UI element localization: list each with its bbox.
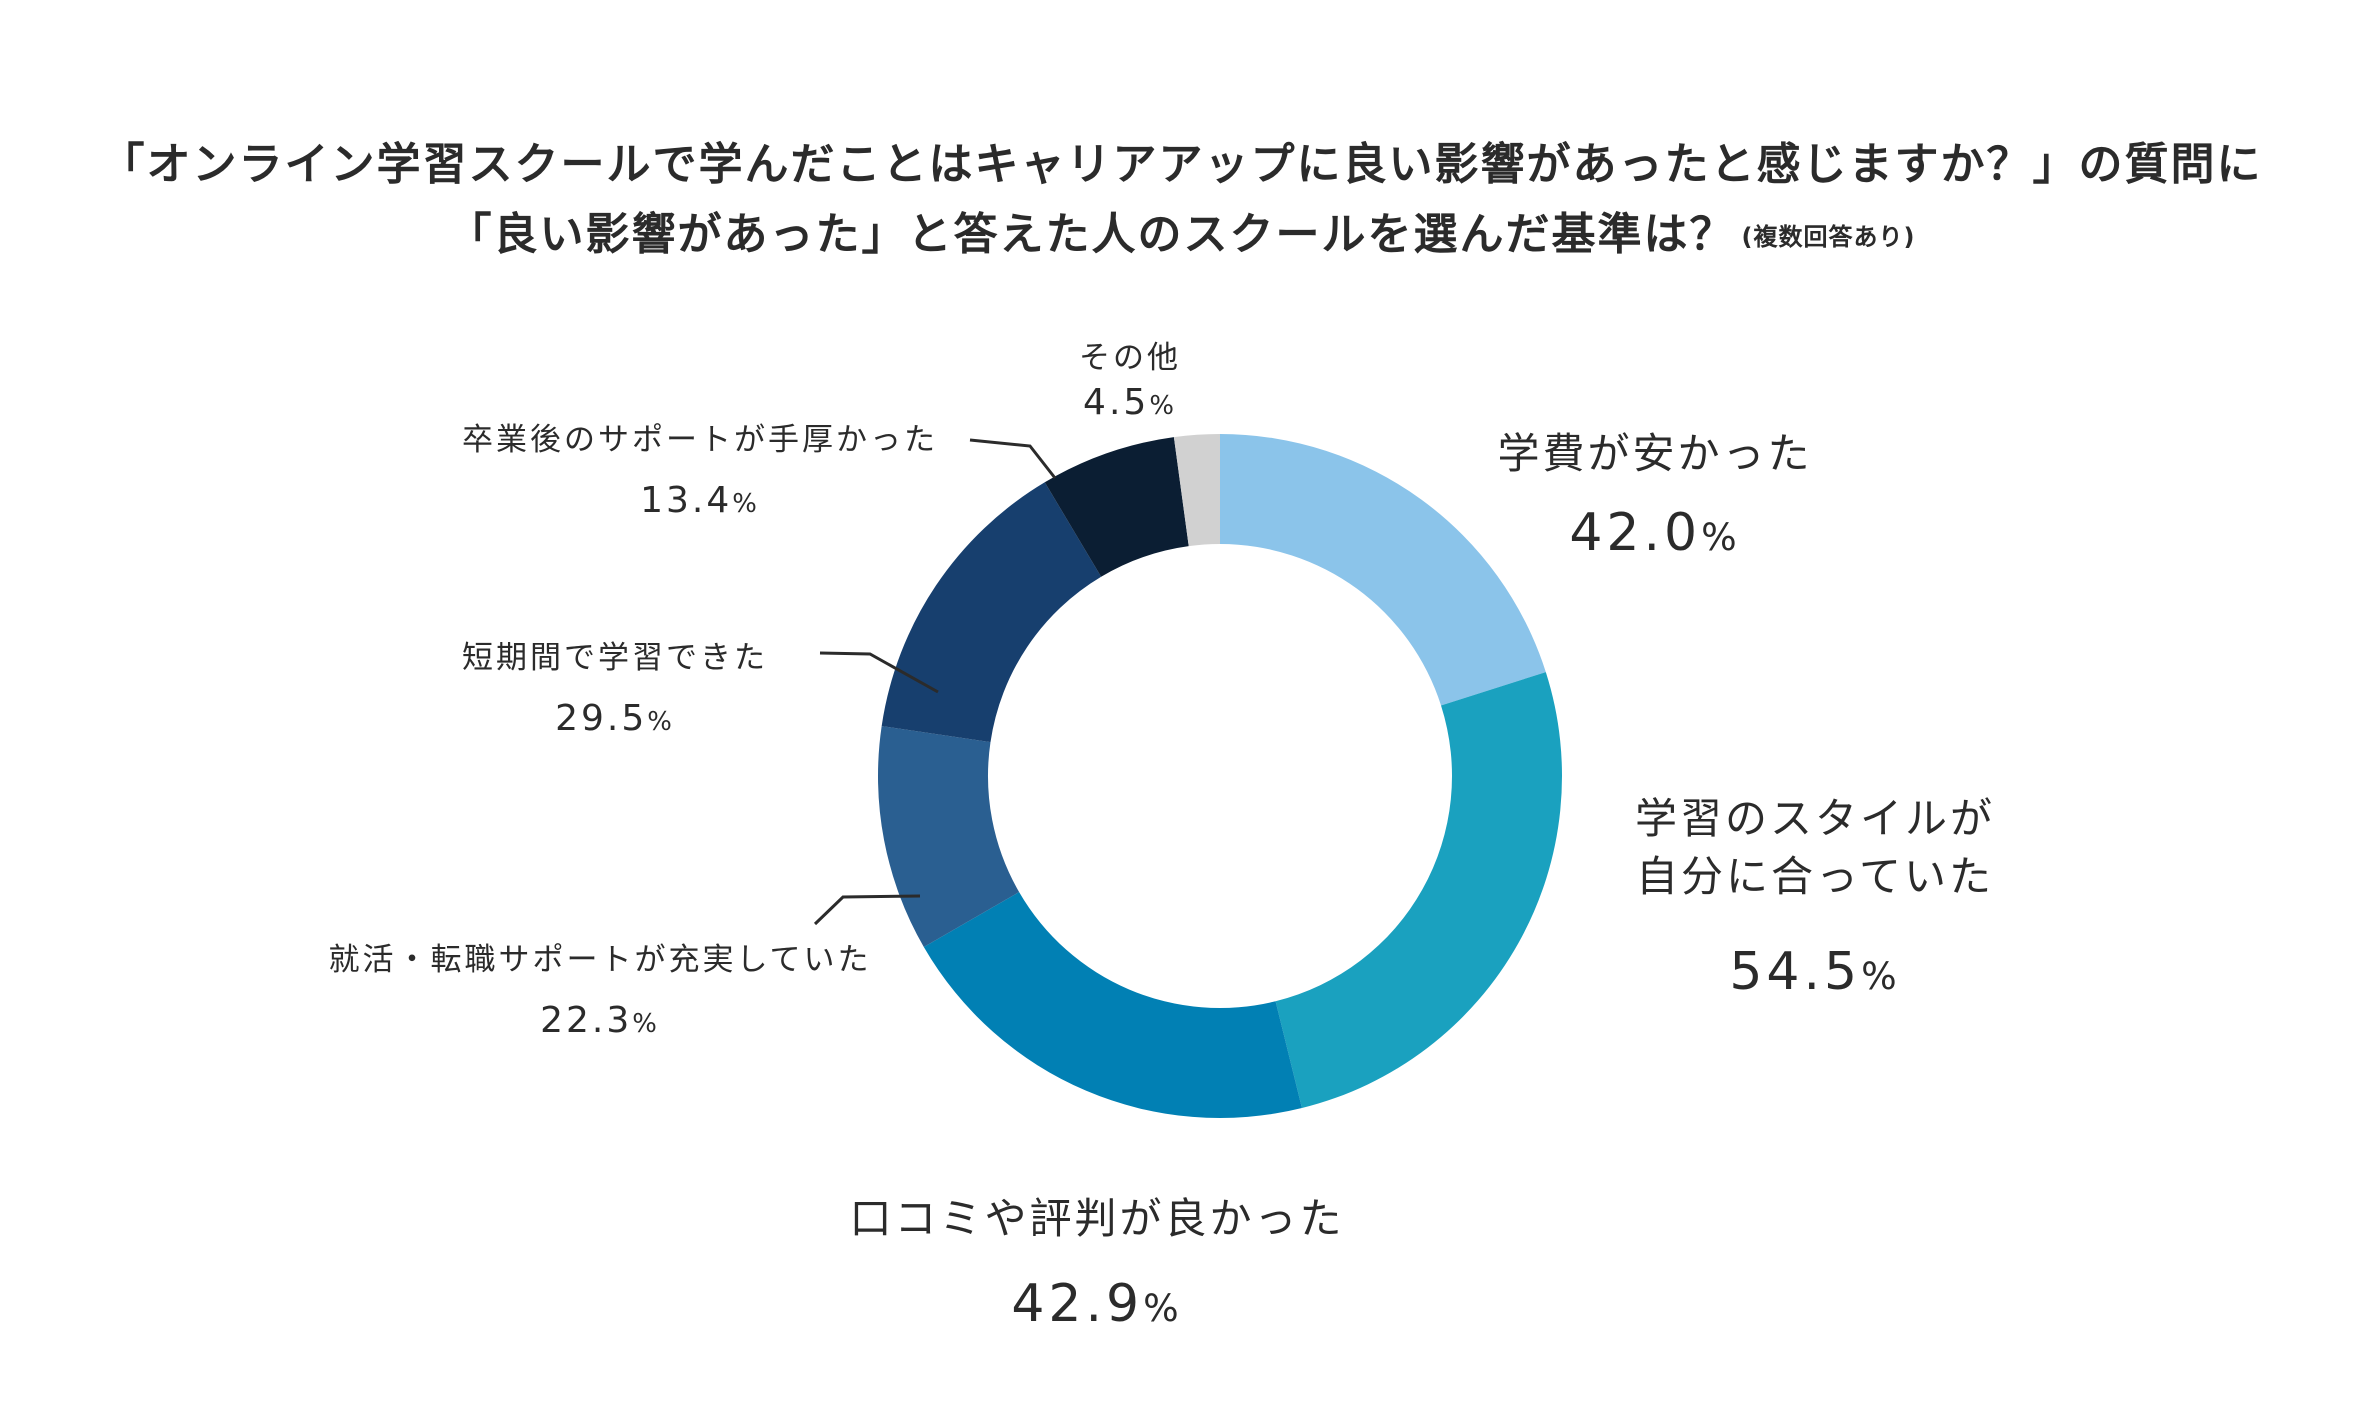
label-other-value: 4.5% <box>1083 382 1177 423</box>
chart-title-line2: 「良い影響があった」と答えた人のスクールを選んだ基準は？ (複数回答あり) <box>0 198 2363 262</box>
donut-slice-short <box>881 482 1102 743</box>
label-after-value: 13.4% <box>640 480 760 521</box>
label-style: 学習のスタイルが 自分に合っていた 54.5% <box>1620 790 2010 1012</box>
leader-line-short <box>819 651 939 694</box>
chart-title-line1: 「オンライン学習スクールで学んだことはキャリアアップに良い影響があったと感じます… <box>100 139 2263 190</box>
label-style-name-line1: 学習のスタイルが <box>1634 794 1995 843</box>
label-fee-value: 42.0% <box>1569 503 1741 563</box>
label-career-value: 22.3% <box>540 1000 660 1041</box>
label-after-name: 卒業後のサポートが手厚かった <box>462 422 938 458</box>
donut-slice-other <box>1173 434 1220 547</box>
donut-slice-fee <box>1220 434 1546 706</box>
label-short: 短期間で学習できた 29.5% <box>440 636 790 747</box>
label-other: その他 4.5% <box>1040 338 1220 431</box>
label-review-value: 42.9% <box>1011 1274 1183 1334</box>
leader-line-career <box>813 894 921 926</box>
donut-slice-review <box>923 892 1302 1119</box>
label-career: 就活・転職サポートが充実していた 22.3% <box>320 938 880 1049</box>
label-fee-name: 学費が安かった <box>1497 429 1813 478</box>
donut-slice-style <box>1275 672 1562 1109</box>
label-after: 卒業後のサポートが手厚かった 13.4% <box>440 418 960 529</box>
label-other-name: その他 <box>1079 340 1181 376</box>
label-review: 口コミや評判が良かった 42.9% <box>842 1190 1352 1344</box>
label-career-name: 就活・転職サポートが充実していた <box>328 942 872 978</box>
label-style-value: 54.5% <box>1729 942 1901 1002</box>
label-fee: 学費が安かった 42.0% <box>1490 425 1820 573</box>
label-short-name: 短期間で学習できた <box>462 640 768 676</box>
leader-line-after <box>969 438 1057 479</box>
donut-slice-career <box>877 726 1020 947</box>
label-style-name-line2: 自分に合っていた <box>1636 852 1994 901</box>
label-short-value: 29.5% <box>555 698 675 739</box>
chart-title-line2-text: 「良い影響があった」と答えた人のスクールを選んだ基準は？ <box>447 209 1736 260</box>
donut-slice-after <box>1044 437 1189 577</box>
label-review-name: 口コミや評判が良かった <box>849 1194 1345 1243</box>
chart-title-note: (複数回答あり) <box>1741 223 1916 251</box>
